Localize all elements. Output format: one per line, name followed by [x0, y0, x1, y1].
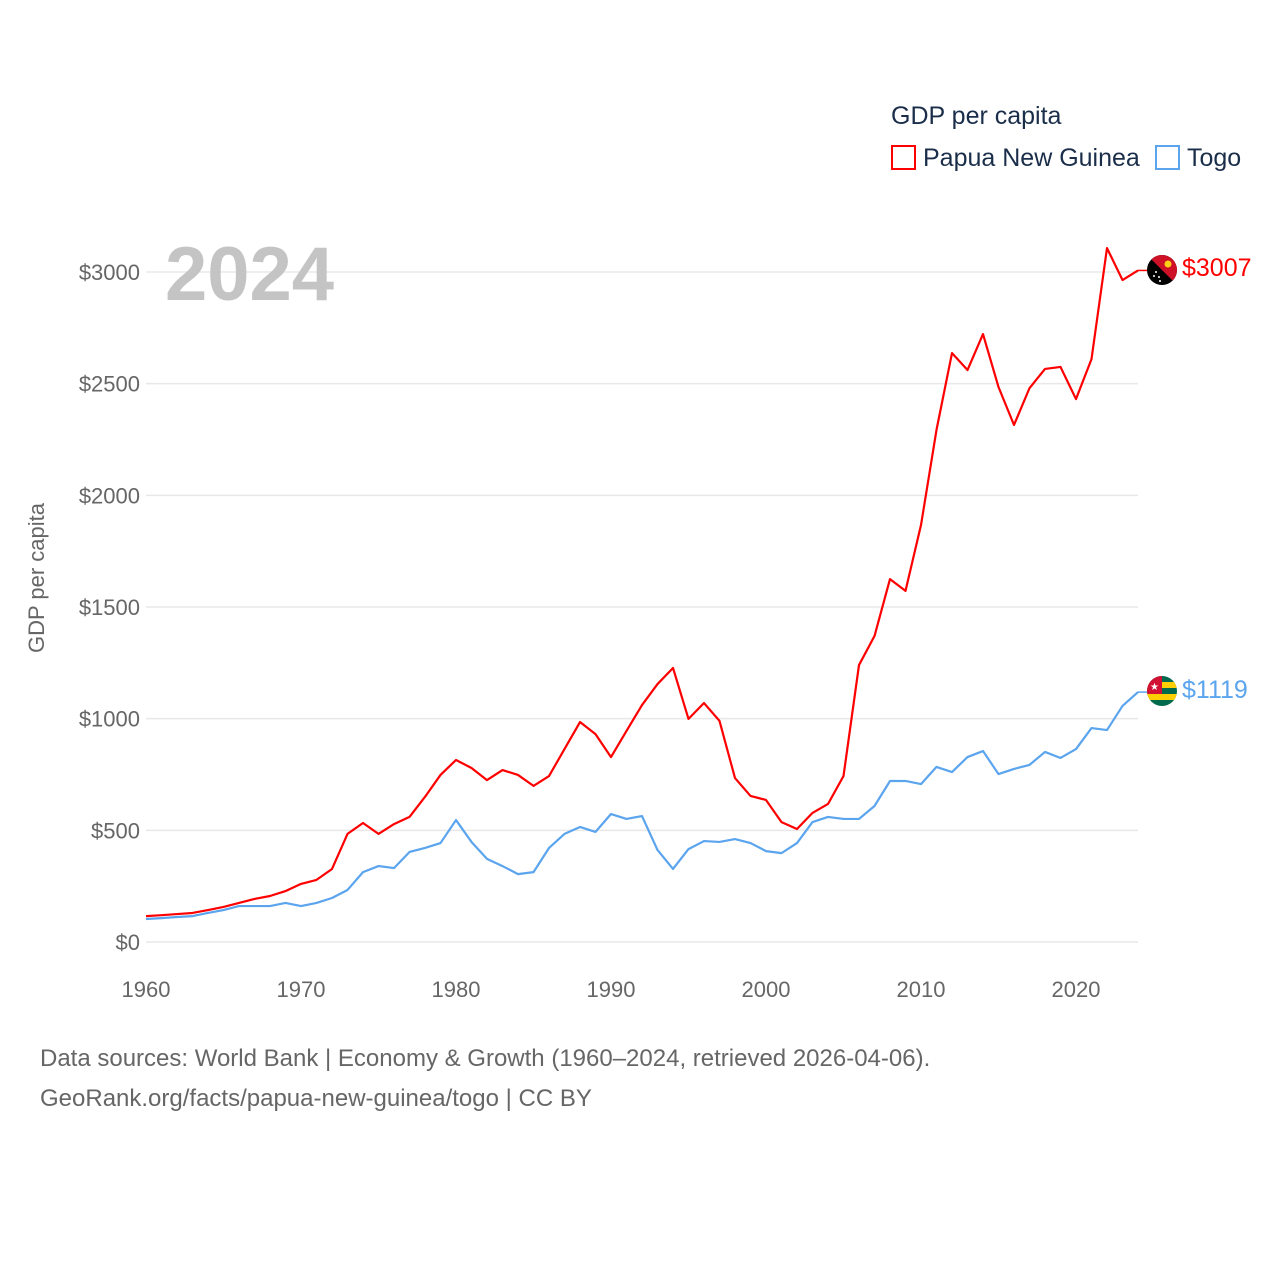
y-tick-label: $0: [116, 930, 140, 955]
y-axis-label: GDP per capita: [24, 502, 49, 653]
x-tick-label: 1970: [277, 977, 326, 1002]
end-label-papua-new-guinea: $3007: [1182, 254, 1252, 282]
legend-title: GDP per capita: [891, 102, 1062, 130]
y-tick-label: $1000: [79, 707, 140, 732]
end-label-togo: $1119: [1182, 676, 1248, 704]
svg-text:★: ★: [1150, 682, 1159, 693]
y-tick-label: $3000: [79, 260, 140, 285]
x-tick-label: 2010: [897, 977, 946, 1002]
papua-new-guinea-flag-icon: [1147, 255, 1177, 285]
year-label: 2024: [165, 232, 334, 317]
legend-label-togo[interactable]: Togo: [1187, 144, 1241, 172]
x-axis-ticks: 1960 1970 1980 1990 2000 2010 2020: [122, 977, 1101, 1002]
x-tick-label: 2020: [1052, 977, 1101, 1002]
x-tick-label: 1980: [432, 977, 481, 1002]
x-tick-label: 1960: [122, 977, 171, 1002]
series-lines: [145, 247, 1147, 921]
y-tick-label: $1500: [79, 595, 140, 620]
y-tick-label: $500: [91, 818, 140, 843]
x-tick-label: 1990: [587, 977, 636, 1002]
legend-swatch-togo[interactable]: [1155, 145, 1180, 170]
togo-flag-icon: ★: [1147, 676, 1177, 706]
data-source-note: Data sources: World Bank | Economy & Gro…: [40, 1045, 931, 1072]
x-tick-label: 2000: [742, 977, 791, 1002]
legend-label-papua-new-guinea[interactable]: Papua New Guinea: [923, 144, 1140, 172]
gridlines: [146, 271, 1138, 943]
series-line-papua-new-guinea[interactable]: [145, 247, 1139, 918]
legend-swatch-papua-new-guinea[interactable]: [891, 145, 916, 170]
y-tick-label: $2500: [79, 372, 140, 397]
attribution-link[interactable]: GeoRank.org/facts/papua-new-guinea/togo …: [40, 1085, 592, 1112]
series-line-togo[interactable]: [145, 691, 1139, 921]
y-axis-ticks: $0 $500 $1000 $1500 $2000 $2500 $3000: [79, 260, 140, 955]
y-tick-label: $2000: [79, 483, 140, 508]
